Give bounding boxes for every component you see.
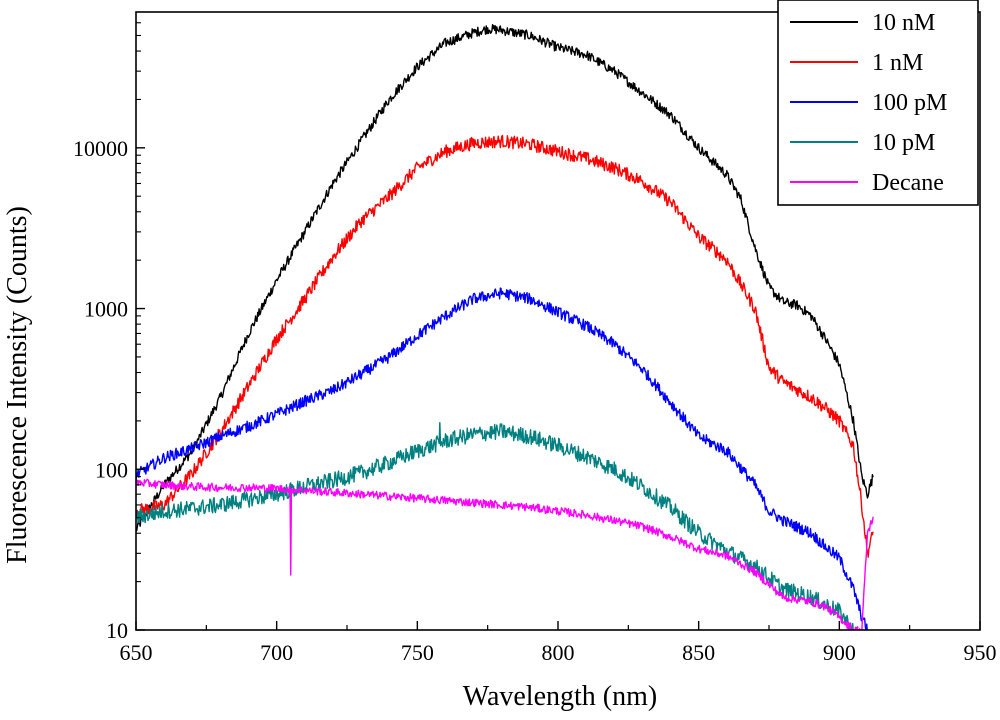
series-line-0: [136, 23, 874, 532]
series-line-1: [136, 134, 874, 558]
legend-label-0: 10 nM: [872, 10, 935, 36]
x-tick-label-800: 800: [542, 640, 575, 665]
y-tick-label-100: 100: [95, 457, 128, 482]
y-tick-label-1000: 1000: [84, 297, 128, 322]
x-tick-label-900: 900: [823, 640, 856, 665]
series-line-4: [136, 478, 874, 630]
legend-label-4: Decane: [872, 170, 944, 196]
x-tick-label-650: 650: [120, 640, 153, 665]
x-axis-title: Wavelength (nm): [463, 681, 657, 712]
series-layer: [136, 23, 874, 630]
axes: 650 700 750 800 850 900 950 10 100 1000 10000: [73, 11, 997, 665]
legend-label-2: 100 pM: [872, 90, 947, 116]
legend-label-1: 1 nM: [872, 50, 923, 76]
y-axis-title: Fluorescence Intensity (Counts): [2, 206, 33, 564]
series-line-2: [136, 287, 868, 630]
legend-label-3: 10 pM: [872, 130, 935, 156]
x-tick-label-950: 950: [964, 640, 997, 665]
series-line-3: [136, 421, 854, 630]
x-tick-label-750: 750: [401, 640, 434, 665]
x-tick-label-700: 700: [260, 640, 293, 665]
legend: 10 nM 1 nM 100 pM 10 pM Decane: [777, 0, 979, 206]
x-tick-label-850: 850: [682, 640, 715, 665]
y-tick-label-10: 10: [106, 618, 128, 643]
y-tick-label-10000: 10000: [73, 136, 128, 161]
